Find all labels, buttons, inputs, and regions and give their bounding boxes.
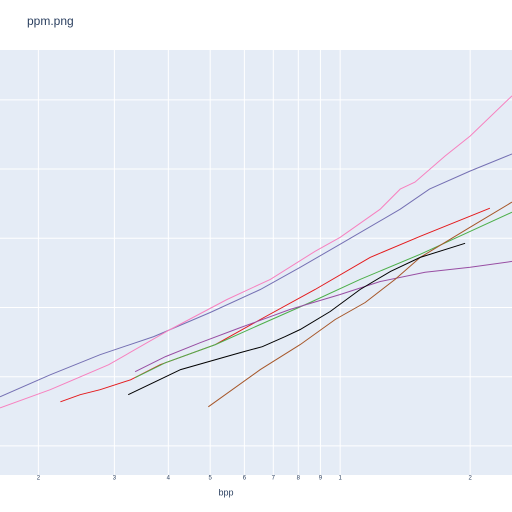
x-tick-label: 9	[319, 476, 323, 482]
x-axis-title: bpp	[218, 487, 233, 497]
line-series	[134, 211, 512, 379]
chart-title: ppm.png	[27, 14, 74, 28]
x-tick-label: 8	[297, 476, 301, 482]
x-tick-label: 5	[209, 476, 213, 482]
x-tick-label: 6	[243, 476, 247, 482]
line-series	[208, 201, 512, 408]
x-tick-label: 1	[339, 476, 343, 482]
x-tick-label: 4	[167, 476, 171, 482]
x-tick-label: 2	[468, 476, 472, 482]
x-tick-label: 7	[272, 476, 276, 482]
line-series	[0, 95, 512, 409]
x-tick-label: 2	[37, 476, 41, 482]
line-series	[0, 153, 512, 398]
line-series	[127, 242, 466, 396]
x-tick-label: 3	[113, 476, 117, 482]
plot-area	[0, 50, 512, 475]
line-series	[134, 260, 512, 373]
